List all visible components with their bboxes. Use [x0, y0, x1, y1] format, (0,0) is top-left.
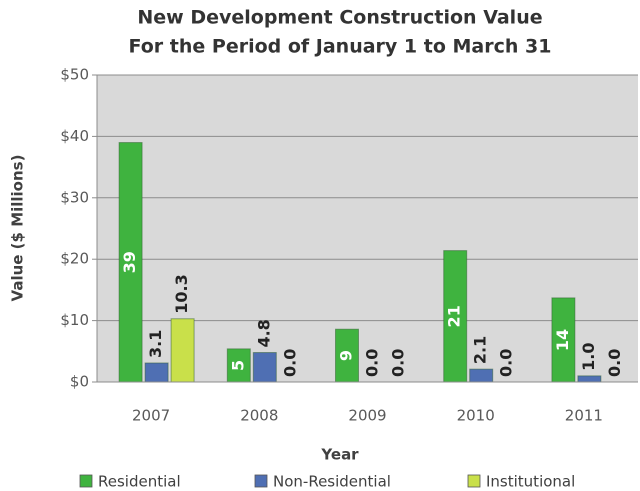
- y-tick-label: $50: [60, 66, 89, 84]
- data-label: 0.0: [389, 349, 408, 377]
- legend-swatch: [79, 474, 93, 488]
- y-axis-title: Value ($ Millions): [9, 155, 27, 302]
- data-label: 4.8: [254, 319, 273, 347]
- x-tick-label: 2009: [348, 407, 386, 425]
- data-label: 0.0: [280, 349, 299, 377]
- chart-title: New Development Construction Value: [137, 7, 542, 29]
- y-tick-label: $20: [60, 250, 89, 268]
- x-tick-label: 2011: [565, 407, 603, 425]
- data-label: 3.1: [146, 330, 165, 358]
- data-label: 5: [228, 360, 247, 371]
- legend-label: Institutional: [486, 473, 575, 491]
- legend-swatch: [254, 474, 268, 488]
- data-label: 2.1: [471, 336, 490, 364]
- data-label: 1.0: [579, 343, 598, 371]
- data-label: 14: [553, 329, 572, 351]
- bar: [252, 352, 277, 383]
- y-tick-label: $30: [60, 188, 89, 206]
- x-tick-label: 2008: [240, 407, 278, 425]
- x-axis-title: Year: [320, 446, 359, 464]
- chart-subtitle: For the Period of January 1 to March 31: [129, 36, 552, 58]
- x-tick-label: 2007: [132, 407, 170, 425]
- bar: [144, 362, 169, 383]
- legend-label: Residential: [98, 473, 181, 491]
- data-label: 21: [445, 305, 464, 327]
- x-tick-label: 2010: [457, 407, 495, 425]
- data-label: 9: [337, 350, 356, 361]
- data-label: 0.0: [497, 349, 516, 377]
- data-label: 0.0: [363, 349, 382, 377]
- y-tick-label: $40: [60, 127, 89, 145]
- legend-swatch: [467, 474, 481, 488]
- data-label: 10.3: [172, 274, 191, 313]
- y-tick-label: $10: [60, 311, 89, 329]
- data-label: 0.0: [605, 349, 624, 377]
- legend-label: Non-Residential: [273, 473, 391, 491]
- bar: [469, 368, 494, 383]
- data-label: 39: [120, 251, 139, 273]
- y-tick-label: $0: [70, 373, 89, 391]
- bar: [577, 375, 602, 383]
- bar: [170, 318, 195, 383]
